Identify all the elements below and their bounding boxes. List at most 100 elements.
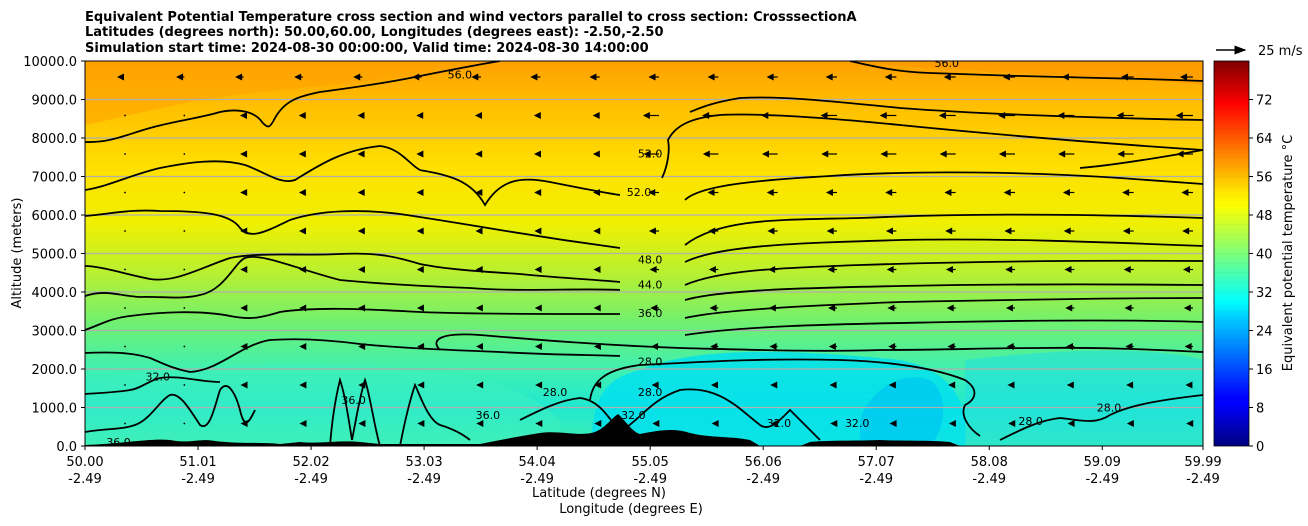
- wind-vector: [650, 343, 658, 350]
- wind-vector: [240, 150, 248, 158]
- wind-vector: [358, 343, 366, 350]
- colorbar-tick-label: 56: [1256, 171, 1273, 186]
- wind-vector: [1175, 112, 1183, 119]
- wind-vector: [888, 381, 896, 389]
- wind-vector: [476, 381, 484, 389]
- wind-vector: [648, 227, 656, 235]
- wind-vector: [183, 153, 186, 155]
- wind-vector: [593, 189, 601, 196]
- contour-label: 28.0: [1097, 402, 1122, 415]
- y-tick-label: 5000.0: [32, 248, 78, 263]
- x-tick-label-lon: -2.49: [294, 472, 328, 487]
- wind-vector: [945, 227, 953, 235]
- wind-vector: [535, 381, 543, 389]
- contour-label: 32.0: [767, 417, 792, 430]
- wind-vector: [648, 73, 656, 81]
- terrain: [85, 414, 760, 446]
- wind-vector: [358, 381, 366, 389]
- wind-vectors: [117, 73, 1194, 427]
- contour-label: 28.0: [638, 355, 663, 368]
- wind-vector: [235, 73, 243, 81]
- contour-32-wiggle: [329, 376, 381, 446]
- wind-vector: [998, 112, 1006, 119]
- colorbar-tick-label: 16: [1256, 363, 1273, 378]
- wind-vector: [708, 266, 716, 273]
- wind-vector: [240, 304, 248, 312]
- wind-vector: [475, 112, 483, 119]
- wind-vector: [475, 266, 483, 273]
- wind-vector: [357, 112, 365, 119]
- wind-vector: [299, 266, 307, 273]
- wind-vector: [886, 266, 894, 273]
- y-tick-label: 6000.0: [32, 209, 78, 224]
- wind-vector: [124, 307, 126, 309]
- x-axis-label-lat: Latitude (degrees N): [532, 486, 666, 501]
- x-tick-label-lon: -2.49: [972, 472, 1006, 487]
- contour-label: 56.0: [448, 68, 473, 81]
- wind-vector: [702, 150, 710, 158]
- contour-48-right: [684, 213, 1203, 246]
- wind-vector: [947, 343, 955, 350]
- x-tick-label-lon: -2.49: [746, 472, 780, 487]
- wind-vector: [828, 343, 836, 350]
- wind-vector: [770, 420, 778, 427]
- wind-vector: [1063, 227, 1071, 235]
- wind-vector: [534, 189, 542, 196]
- colorbar: [1214, 61, 1249, 446]
- wind-vector: [767, 227, 775, 235]
- wind-vector: [1123, 266, 1131, 273]
- wind-vector: [124, 384, 126, 386]
- wind-vector: [1183, 266, 1190, 273]
- wind-vector: [1066, 343, 1074, 350]
- wind-vector: [1185, 381, 1193, 389]
- wind-vector: [879, 112, 887, 119]
- contour-label: 36.0: [106, 436, 131, 449]
- wind-vector: [299, 304, 307, 312]
- x-tick-label-lat: 54.04: [519, 455, 556, 470]
- wind-vector: [769, 343, 777, 350]
- wind-vector: [240, 227, 248, 235]
- wind-vector: [124, 345, 126, 348]
- colorbar-tick-label: 0: [1256, 440, 1264, 455]
- y-axis: 0.0 1000.0 2000.0 3000.0 4000.0 5000.0 6000.0 7…: [23, 55, 85, 455]
- y-tick-label: 3000.0: [32, 325, 78, 340]
- wind-vector: [476, 343, 484, 350]
- wind-vector: [948, 381, 956, 389]
- wind-vector: [298, 189, 306, 196]
- wind-vector: [651, 381, 659, 389]
- wind-vector: [534, 227, 542, 235]
- y-tick-label: 8000.0: [32, 132, 78, 147]
- wind-vector: [240, 112, 248, 119]
- wind-vector: [648, 189, 656, 196]
- wind-vector: [124, 422, 126, 425]
- wind-vector: [1184, 343, 1192, 350]
- colorbar-ticks: 0 8 16 24 32 40 48 56 64 72: [1249, 94, 1273, 455]
- wind-vector: [416, 304, 424, 312]
- wind-vector: [1057, 112, 1065, 119]
- contour-label: 36.0: [476, 409, 501, 422]
- wind-vector: [708, 227, 716, 235]
- wind-vector: [535, 420, 543, 427]
- wind-vector: [534, 304, 542, 312]
- wind-vector: [1004, 227, 1012, 235]
- contour-label: 52.0: [638, 147, 663, 160]
- wind-vector: [821, 150, 829, 158]
- wind-vector: [117, 73, 124, 81]
- contour-label: 52.0: [627, 186, 652, 199]
- wind-vector: [887, 304, 895, 312]
- colorbar-tick-label: 24: [1256, 325, 1273, 340]
- wind-vector: [416, 150, 424, 158]
- contour-label: 28.0: [543, 386, 568, 399]
- x-tick-label-lat: 50.00: [66, 455, 103, 470]
- wind-vector: [1125, 343, 1133, 350]
- wind-vector: [1116, 112, 1124, 119]
- x-tick-label-lat: 58.08: [971, 455, 1008, 470]
- wind-vector: [710, 343, 718, 350]
- wind-vector: [829, 381, 837, 389]
- wind-vector: [416, 189, 424, 196]
- wind-vector: [417, 420, 425, 427]
- wind-vector: [471, 73, 479, 81]
- contour-32-low: [85, 385, 256, 433]
- contour-44-upper: [85, 252, 621, 283]
- wind-vector: [124, 191, 126, 194]
